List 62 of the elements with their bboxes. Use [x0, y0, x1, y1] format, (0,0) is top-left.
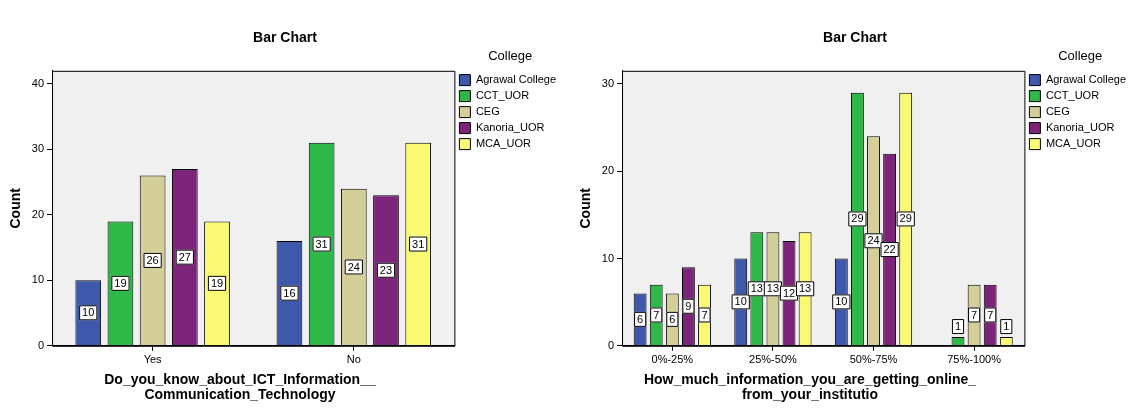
x-tick-label: 0%-25%	[651, 353, 694, 366]
y-tick-label: 10	[601, 251, 615, 264]
data-label: 29	[899, 212, 912, 225]
legend-label: Kanoria_UOR	[1045, 121, 1115, 134]
data-label: 31	[315, 237, 328, 250]
legend-label: Agrawal College	[1045, 73, 1127, 86]
data-label: 13	[766, 282, 780, 295]
legend-label: CCT_UOR	[475, 89, 530, 102]
legend-title: College	[488, 48, 533, 64]
x-tick-label: 50%-75%	[849, 353, 898, 366]
data-label: 24	[867, 234, 880, 247]
x-axis-title: How_much_information_you_are_getting_online_ from_your_institutio	[642, 371, 978, 402]
data-label: 1	[1003, 320, 1010, 333]
data-label: 27	[178, 250, 191, 263]
data-label: 24	[347, 260, 360, 273]
x-axis-title: Do_you_know_about_ICT_Information__ Communication_Technology	[103, 371, 377, 402]
y-axis-title: Count	[7, 187, 24, 229]
data-label: 1	[954, 320, 962, 333]
legend-label: CEG	[1045, 105, 1070, 118]
x-tick-label: Yes	[143, 353, 163, 366]
data-label: 19	[114, 276, 127, 289]
chart-title: Bar Chart	[823, 29, 888, 46]
data-label: 10	[82, 306, 95, 319]
y-tick-label: 10	[31, 273, 45, 286]
x-tick-label: 25%-50%	[749, 353, 797, 366]
y-tick-label: 0	[37, 338, 45, 351]
data-label: 13	[798, 282, 812, 295]
legend-label: Kanoria_UOR	[475, 121, 545, 134]
legend-title: College	[1058, 48, 1103, 64]
legend-label: MCA_UOR	[475, 137, 531, 150]
chart-title: Bar Chart	[253, 29, 318, 46]
x-tick-label: 75%-100%	[947, 353, 1002, 366]
y-axis-title: Count	[577, 187, 594, 229]
legend-label: CEG	[475, 105, 500, 118]
y-tick-label: 20	[31, 207, 45, 220]
data-label: 16	[283, 286, 296, 299]
data-label: 12	[782, 286, 796, 299]
data-label: 22	[883, 243, 896, 256]
y-tick-label: 40	[31, 76, 45, 89]
y-tick-label: 0	[607, 338, 615, 351]
data-label: 23	[379, 263, 393, 276]
data-label: 19	[210, 276, 224, 289]
data-label: 7	[971, 308, 978, 321]
data-label: 7	[701, 308, 708, 321]
y-tick-label: 30	[601, 76, 615, 89]
data-label: 31	[412, 237, 425, 250]
data-label: 7	[987, 308, 994, 321]
legend-label: MCA_UOR	[1045, 137, 1101, 150]
data-label: 10	[734, 295, 747, 308]
data-label: 29	[851, 212, 864, 225]
data-label: 6	[637, 312, 644, 325]
y-tick-label: 20	[601, 164, 615, 177]
data-label: 13	[750, 282, 763, 295]
legend-label: CCT_UOR	[1045, 89, 1100, 102]
x-tick-label: No	[346, 353, 361, 366]
y-tick-label: 30	[31, 142, 45, 155]
data-label: 9	[685, 299, 692, 312]
data-label: 7	[653, 308, 660, 321]
data-label: 26	[146, 253, 159, 266]
legend-label: Agrawal College	[475, 73, 557, 86]
data-label: 6	[669, 312, 676, 325]
data-label: 10	[835, 295, 848, 308]
